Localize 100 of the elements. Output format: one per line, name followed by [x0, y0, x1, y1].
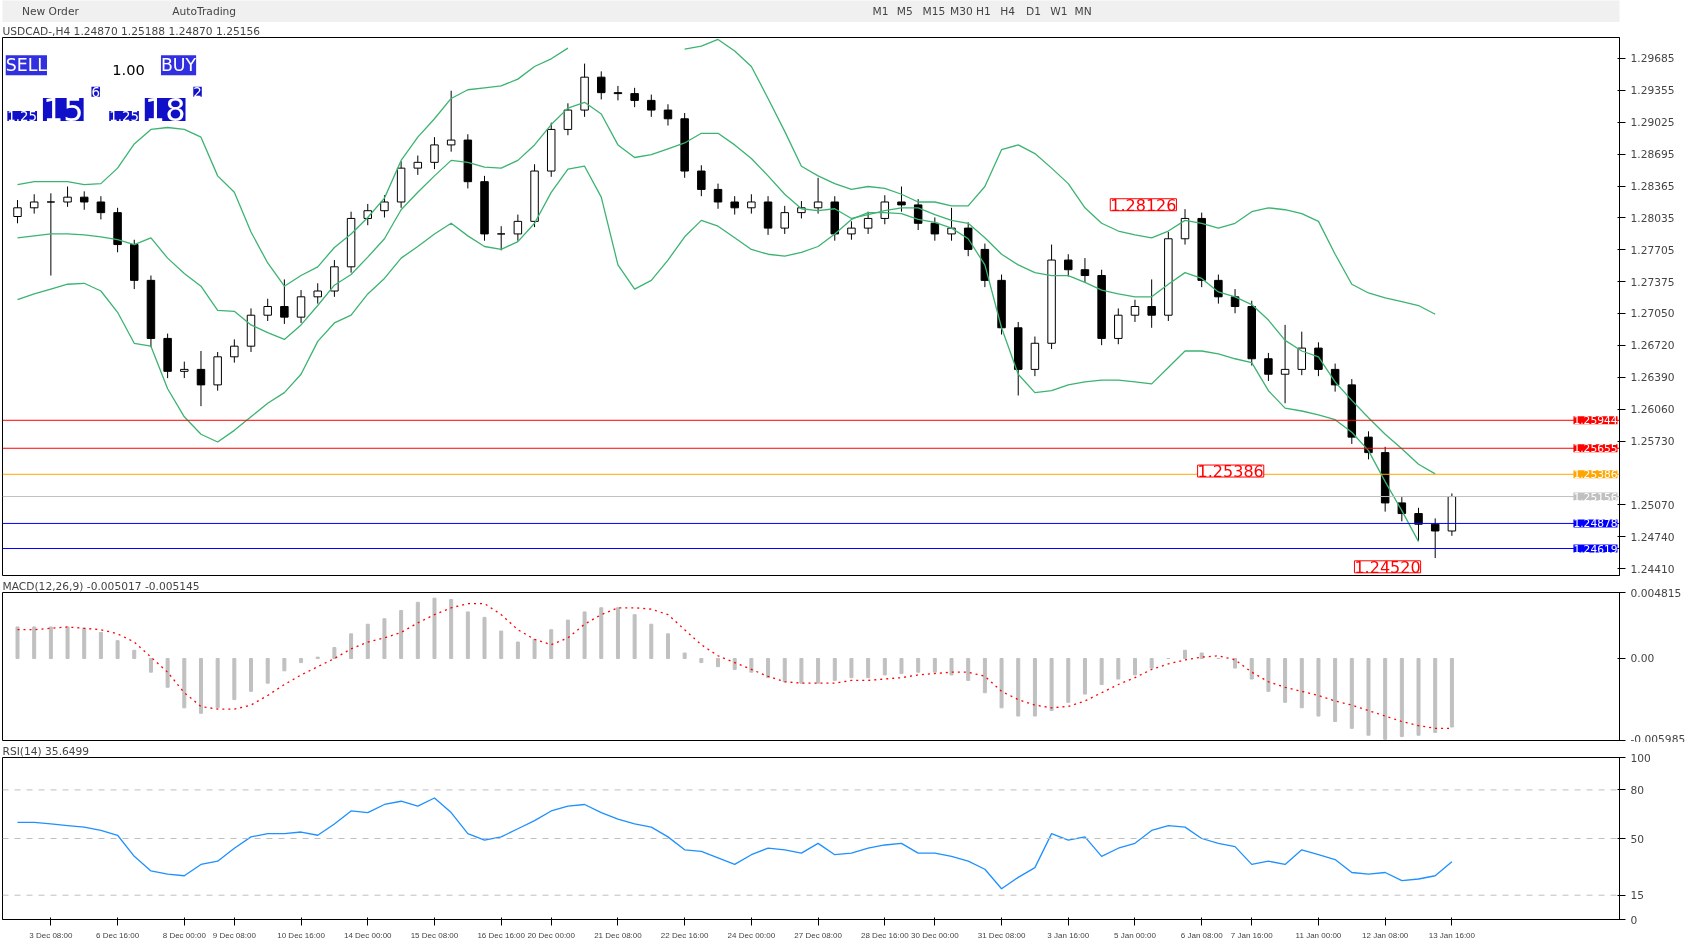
bar [899, 657, 904, 675]
candlestick [780, 205, 789, 235]
bar [532, 638, 537, 659]
bar [265, 657, 270, 684]
candlestick [1264, 352, 1273, 382]
bar [1449, 657, 1454, 728]
bar [582, 611, 587, 659]
y-tick-label: 1.25730 [1630, 435, 1675, 448]
x-tick-label: 3 Dec 08:00 [29, 930, 73, 940]
candlestick [613, 85, 623, 101]
candlestick [230, 338, 239, 364]
text: New Order [21, 5, 80, 18]
bar [699, 657, 704, 664]
text: M1 [872, 5, 889, 18]
x-tick-label: 10 Dec 16:00 [277, 930, 326, 940]
bar [1082, 657, 1087, 695]
candlestick [747, 193, 756, 215]
bar [1383, 657, 1388, 740]
x-tick-label: 24 Dec 00:00 [727, 930, 776, 940]
bar [1349, 657, 1354, 729]
line-series [16, 797, 1453, 890]
x-tick-label: 16 Dec 16:00 [477, 930, 526, 940]
bar [465, 611, 470, 659]
ref-line-label: 1.24878 [1573, 517, 1618, 531]
bar [449, 599, 454, 659]
bar [849, 657, 854, 679]
annotation: 18 [144, 90, 186, 129]
bar [1183, 649, 1188, 659]
bar [249, 657, 254, 692]
bar [1399, 657, 1404, 738]
bar [1199, 652, 1204, 659]
bar [48, 626, 53, 659]
candlestick [730, 195, 739, 216]
bar [332, 647, 337, 659]
text: M15 [922, 5, 946, 18]
candlestick [280, 278, 289, 325]
candlestick [1130, 299, 1140, 323]
candlestick [446, 90, 456, 153]
candlestick [963, 221, 973, 257]
x-tick-label: 21 Dec 08:00 [594, 930, 643, 940]
bar [382, 618, 387, 659]
bar [682, 652, 687, 659]
y-tick-label: 1.25070 [1630, 498, 1675, 512]
bar [1233, 657, 1238, 669]
bar [198, 657, 203, 714]
text: W1 [1050, 5, 1068, 18]
bar [132, 649, 137, 659]
bar [399, 610, 404, 659]
candlestick [1297, 331, 1307, 376]
ref-line-label: 1.25944 [1573, 414, 1618, 428]
y-tick-label: 1.26390 [1630, 371, 1675, 385]
y-tick-label: 1.27375 [1630, 275, 1675, 289]
bar [782, 657, 787, 683]
candlestick [1114, 307, 1123, 345]
annotation: 1.28126 [1110, 195, 1177, 215]
bar [749, 657, 754, 673]
candlestick [46, 192, 56, 277]
bar [232, 657, 237, 701]
y-tick-label: 1.26060 [1630, 403, 1675, 417]
y-tick-label: 0.004815 [1630, 586, 1682, 600]
bar [966, 657, 971, 681]
y-tick-label: 80 [1630, 783, 1645, 797]
chart-title: RSI(14) 35.6499 [2, 744, 90, 758]
bar [299, 657, 304, 664]
bar [649, 623, 654, 659]
candlestick [1280, 324, 1290, 404]
y-tick-label: 1.27050 [1630, 307, 1675, 321]
bar [482, 616, 487, 659]
bar [499, 630, 504, 659]
x-tick-label: 27 Dec 08:00 [794, 930, 843, 940]
bar [816, 657, 821, 684]
bar [916, 657, 921, 673]
candlestick [296, 289, 306, 324]
bar [1299, 657, 1304, 709]
x-tick-label: 3 Jan 16:00 [1047, 930, 1090, 940]
annotation: 1.00 [112, 61, 145, 79]
candlestick [647, 94, 656, 118]
text: D1 [1026, 5, 1042, 18]
bar [599, 607, 604, 659]
bar [215, 657, 220, 709]
annotation: 6 [91, 84, 100, 100]
bar [1433, 657, 1438, 733]
ref-line-label: 1.25655 [1573, 442, 1618, 456]
y-tick-label: 1.29355 [1630, 84, 1675, 98]
candlestick [513, 214, 523, 242]
x-tick-label: 28 Dec 16:00 [861, 930, 910, 940]
y-tick-label: 50 [1630, 832, 1645, 846]
x-tick-label: 12 Jan 08:00 [1362, 930, 1409, 940]
bar [1333, 657, 1338, 723]
bar [799, 657, 804, 684]
annotation: 2 [193, 84, 202, 100]
chart-title: USDCAD-,H4 1.24870 1.25188 1.24870 1.25156 [2, 24, 261, 38]
candlestick [630, 87, 639, 108]
bar [832, 657, 837, 681]
annotation: SELL [5, 55, 48, 76]
bar [632, 614, 637, 659]
candlestick [430, 136, 439, 170]
candlestick [563, 102, 573, 136]
candlestick [863, 211, 873, 235]
bar [615, 607, 620, 659]
